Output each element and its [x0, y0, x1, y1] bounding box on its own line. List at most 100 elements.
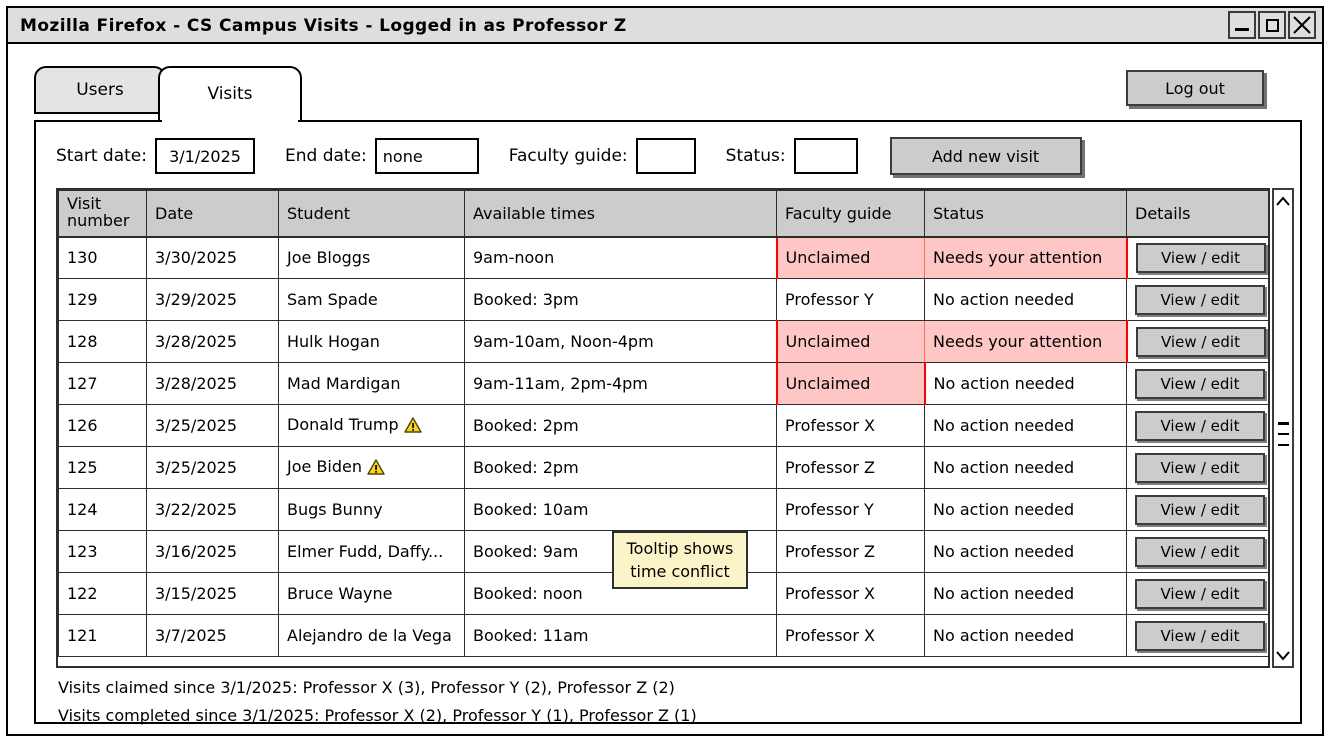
col-header-available-times: Available times — [464, 190, 777, 238]
cell-visit-number: 121 — [58, 614, 147, 657]
table-row: 128 3/28/2025 Hulk Hogan 9am-10am, Noon-4pm… — [58, 320, 1269, 363]
col-header-student: Student — [278, 190, 465, 238]
view-edit-label: View / edit — [1161, 248, 1240, 267]
cell-date: 3/29/2025 — [146, 278, 279, 321]
visits-table-body: 130 3/30/2025 Joe Bloggs 9am-noon Unclaimed N… — [58, 236, 1269, 657]
cell-student-name: Alejandro de la Vega — [287, 626, 452, 645]
view-edit-button[interactable]: View / edit — [1135, 620, 1265, 651]
view-edit-button[interactable]: View / edit — [1135, 410, 1265, 441]
cell-status: No action needed — [924, 614, 1127, 657]
table-row: 127 3/28/2025 Mad Mardigan 9am-11am, 2pm-4p… — [58, 362, 1269, 405]
cell-student: Bruce Wayne — [278, 572, 465, 615]
view-edit-button[interactable]: View / edit — [1135, 368, 1265, 399]
cell-student: Hulk Hogan — [278, 320, 465, 363]
end-date-label: End date: — [285, 146, 367, 166]
cell-student: Mad Mardigan — [278, 362, 465, 405]
view-edit-button[interactable]: View / edit — [1135, 578, 1265, 609]
minimize-button[interactable] — [1228, 11, 1256, 39]
cell-student-name: Sam Spade — [287, 290, 378, 309]
status-label: Status: — [725, 146, 786, 166]
window-titlebar: Mozilla Firefox - CS Campus Visits - Log… — [8, 8, 1322, 44]
col-header-faculty-guide: Faculty guide — [776, 190, 925, 238]
cell-faculty-guide: Unclaimed — [775, 362, 926, 405]
logout-button[interactable]: Log out — [1126, 70, 1264, 106]
cell-student: Elmer Fudd, Daffy... — [278, 530, 465, 573]
tab-visits[interactable]: Visits — [158, 66, 302, 122]
cell-student-name: Elmer Fudd, Daffy... — [287, 542, 444, 561]
table-row: 126 3/25/2025 Donald Trump Booked: 2pm Profe… — [58, 404, 1269, 447]
table-row: 125 3/25/2025 Joe Biden Booked: 2pm Professo… — [58, 446, 1269, 489]
cell-date: 3/7/2025 — [146, 614, 279, 657]
scroll-down-icon[interactable] — [1274, 646, 1292, 664]
cell-student: Alejandro de la Vega — [278, 614, 465, 657]
cell-student-name: Joe Bloggs — [287, 248, 371, 268]
cell-available-times: Booked: 2pm — [464, 404, 777, 447]
cell-details: View / edit — [1126, 446, 1269, 489]
col-header-date: Date — [146, 190, 279, 238]
cell-status: No action needed — [924, 488, 1127, 531]
tooltip-line-2: time conflict — [630, 562, 730, 581]
cell-student: Bugs Bunny — [278, 488, 465, 531]
tab-users-label: Users — [76, 80, 124, 100]
cell-date: 3/16/2025 — [146, 530, 279, 573]
add-new-visit-button[interactable]: Add new visit — [889, 137, 1082, 175]
close-icon — [1290, 13, 1314, 37]
scroll-up-icon[interactable] — [1274, 192, 1292, 210]
table-vertical-scrollbar[interactable] — [1272, 188, 1294, 668]
cell-faculty-guide: Professor Y — [776, 278, 925, 321]
window-title: Mozilla Firefox - CS Campus Visits - Log… — [20, 16, 627, 36]
cell-student: Sam Spade — [278, 278, 465, 321]
tab-visits-label: Visits — [207, 84, 253, 104]
cell-status: Needs your attention — [924, 236, 1128, 279]
close-button[interactable] — [1288, 11, 1316, 39]
col-header-status: Status — [924, 190, 1127, 238]
view-edit-label: View / edit — [1161, 332, 1240, 351]
cell-student: Joe Biden — [278, 446, 465, 489]
view-edit-button[interactable]: View / edit — [1135, 494, 1265, 525]
cell-date: 3/25/2025 — [146, 446, 279, 489]
end-date-input[interactable]: none — [374, 138, 479, 174]
view-edit-button[interactable]: View / edit — [1135, 326, 1266, 357]
cell-details: View / edit — [1126, 404, 1269, 447]
visits-table: Visit number Date Student Available time… — [58, 190, 1269, 657]
tooltip-line-1: Tooltip shows — [626, 538, 734, 558]
table-row: 121 3/7/2025 Alejandro de la Vega Booked: 1… — [58, 614, 1269, 657]
cell-available-times: Booked: 3pm — [464, 278, 777, 321]
cell-faculty-guide: Professor X — [776, 572, 925, 615]
window-controls — [1228, 11, 1316, 39]
start-date-input[interactable]: 3/1/2025 — [155, 138, 255, 174]
cell-visit-number: 126 — [58, 404, 147, 447]
cell-status: No action needed — [924, 530, 1127, 573]
visits-table-container: Visit number Date Student Available time… — [56, 188, 1270, 668]
faculty-guide-input[interactable] — [635, 138, 696, 174]
status-input[interactable] — [793, 138, 858, 174]
view-edit-button[interactable]: View / edit — [1135, 242, 1266, 273]
cell-student-name: Bugs Bunny — [287, 500, 383, 519]
cell-date: 3/28/2025 — [146, 362, 279, 405]
cell-visit-number: 128 — [58, 320, 147, 363]
view-edit-label: View / edit — [1160, 374, 1240, 393]
maximize-button[interactable] — [1258, 11, 1286, 39]
cell-details: View / edit — [1126, 236, 1269, 279]
start-date-label: Start date: — [56, 146, 147, 166]
cell-details: View / edit — [1126, 362, 1269, 405]
cell-available-times: 9am-noon — [464, 236, 777, 279]
col-header-visit-number: Visit number — [58, 190, 147, 238]
view-edit-button[interactable]: View / edit — [1135, 284, 1265, 315]
cell-available-times: Booked: 2pm — [464, 446, 777, 489]
col-header-details: Details — [1126, 190, 1269, 238]
tab-users[interactable]: Users — [34, 66, 166, 114]
table-row: 124 3/22/2025 Bugs Bunny Booked: 10am Profes… — [58, 488, 1269, 531]
cell-visit-number: 130 — [58, 236, 147, 279]
cell-details: View / edit — [1126, 530, 1269, 573]
view-edit-button[interactable]: View / edit — [1135, 536, 1265, 567]
time-conflict-warning-icon — [367, 458, 385, 479]
table-header-row: Visit number Date Student Available time… — [58, 190, 1269, 238]
cell-date: 3/30/2025 — [146, 236, 279, 279]
scrollbar-thumb-grip[interactable] — [1274, 420, 1292, 448]
col-header-visit-number-line2: number — [67, 211, 130, 231]
view-edit-button[interactable]: View / edit — [1135, 452, 1265, 483]
active-tab-connector — [162, 118, 298, 126]
cell-status: No action needed — [924, 446, 1127, 489]
time-conflict-tooltip: Tooltip shows time conflict — [612, 531, 748, 589]
